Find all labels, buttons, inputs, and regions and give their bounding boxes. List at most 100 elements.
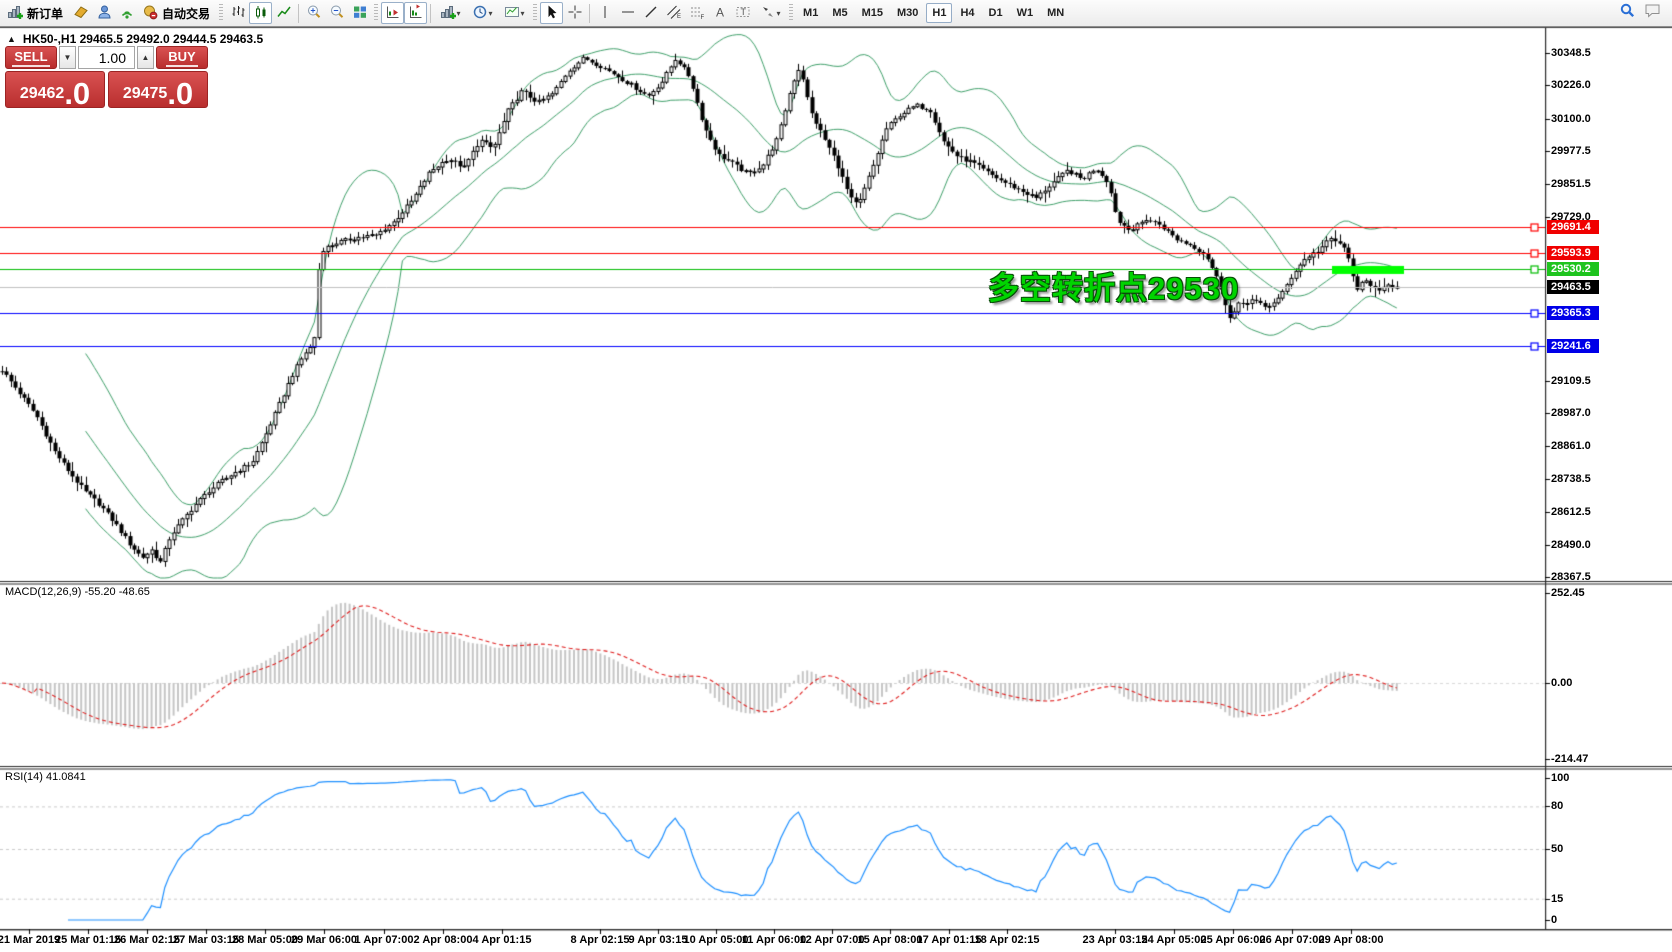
price-tick-label: 30226.0 — [1551, 79, 1591, 92]
sell-price-main: 29462 — [19, 85, 65, 102]
tf-m1-button[interactable]: M1 — [797, 3, 824, 23]
tf-m5-button[interactable]: M5 — [826, 3, 853, 23]
time-tick-label: 21 Mar 2019 — [0, 934, 61, 946]
tf-w1-button[interactable]: W1 — [1011, 3, 1040, 23]
buy-price-pips: .0 — [167, 75, 194, 111]
zoom-out-button[interactable] — [325, 2, 348, 24]
toolbar-grip — [533, 4, 538, 22]
channel-icon: E — [666, 4, 682, 23]
autotrade-label[interactable]: 自动交易 — [162, 6, 211, 21]
profiles-icon — [96, 4, 112, 23]
fibonacci-button[interactable]: F — [685, 2, 708, 24]
time-tick-label: 17 Apr 01:15 — [916, 934, 982, 946]
autotrade-button[interactable] — [138, 2, 161, 24]
sell-price-button[interactable]: 29462.0 — [5, 71, 105, 109]
cursor-icon — [544, 4, 560, 23]
price-tick-label: 28367.5 — [1551, 571, 1591, 583]
rsi-tick-label: 15 — [1551, 892, 1564, 905]
time-tick-label: 27 Mar 03:15 — [172, 934, 240, 946]
tf-m30-button[interactable]: M30 — [891, 3, 924, 23]
toolbar-grip — [219, 4, 224, 22]
vertical-line-icon — [597, 4, 613, 23]
price-tick-label: 29109.5 — [1551, 374, 1591, 387]
line-chart-icon — [276, 4, 292, 23]
macd-label: MACD(12,26,9) -55.20 -48.65 — [5, 586, 150, 598]
arrows-dropdown[interactable]: ▾ — [754, 2, 786, 24]
time-tick-label: 26 Apr 07:00 — [1259, 934, 1325, 946]
volume-increase-button[interactable]: ▲ — [137, 46, 154, 69]
new-chart-dropdown[interactable]: ▾ — [434, 2, 466, 24]
buy-button[interactable]: BUY — [156, 46, 208, 69]
collapse-panel-icon[interactable]: ▲ — [7, 34, 16, 44]
macd-tick-label: 252.45 — [1551, 587, 1585, 599]
line-chart-button[interactable] — [272, 2, 295, 24]
tf-m15-button[interactable]: M15 — [856, 3, 889, 23]
auto-scroll-button[interactable] — [381, 2, 405, 24]
tf-mn-button[interactable]: MN — [1041, 3, 1070, 23]
signals-button[interactable] — [115, 2, 138, 24]
time-tick-label: 9 Apr 03:15 — [628, 934, 688, 946]
price-tick-label: 28987.0 — [1551, 407, 1591, 420]
trendline-button[interactable] — [639, 2, 662, 24]
text-label-icon: T — [735, 4, 751, 23]
tf-d1-button[interactable]: D1 — [983, 3, 1009, 23]
candles-chart-icon — [253, 4, 269, 23]
vertical-line-button[interactable] — [593, 2, 616, 24]
symbol-ohlc-text: HK50-,H1 29465.5 29492.0 29444.5 29463.5 — [22, 32, 264, 46]
time-tick-label: 1 Apr 07:00 — [354, 934, 414, 946]
templates-icon — [504, 4, 520, 23]
fibonacci-icon: F — [689, 4, 705, 23]
new-order-label[interactable]: 新订单 — [27, 6, 64, 21]
svg-text:T: T — [740, 7, 746, 17]
tf-h4-button[interactable]: H4 — [954, 3, 980, 23]
chat-icon[interactable] — [1644, 2, 1662, 24]
price-tick-label: 28738.5 — [1551, 472, 1591, 485]
profiles-button[interactable] — [92, 2, 115, 24]
spin-down-icon: ▼ — [63, 53, 72, 62]
bars-chart-button[interactable] — [226, 2, 249, 24]
channel-button[interactable]: E — [662, 2, 685, 24]
new-order-button[interactable] — [3, 2, 26, 24]
macd-tick-label: 0.00 — [1551, 677, 1573, 689]
volume-input[interactable]: 1.00 — [78, 46, 135, 69]
chart-shift-icon — [408, 4, 424, 23]
new-order-icon — [7, 4, 23, 23]
crosshair-button[interactable] — [563, 2, 586, 24]
chart-shift-button[interactable] — [404, 2, 428, 24]
candles-chart-button[interactable] — [249, 2, 273, 24]
templates-dropdown[interactable]: ▾ — [498, 2, 530, 24]
zoom-in-button[interactable] — [302, 2, 325, 24]
volume-decrease-button[interactable]: ▼ — [59, 46, 76, 69]
market-button[interactable] — [69, 2, 92, 24]
one-click-trade-panel: SELL ▼ 1.00 ▲ BUY 29462.0 29475.0 — [5, 46, 208, 111]
time-tick-label: 12 Apr 07:00 — [799, 934, 865, 946]
tile-windows-button[interactable] — [348, 2, 371, 24]
text-button[interactable]: A — [708, 2, 731, 24]
spin-up-icon: ▲ — [141, 53, 150, 62]
horizontal-line-button[interactable] — [616, 2, 639, 24]
macd-tick-label: -214.47 — [1551, 753, 1589, 766]
search-icon[interactable] — [1619, 2, 1636, 24]
autotrade-icon — [142, 4, 158, 23]
cursor-button[interactable] — [540, 2, 564, 24]
periods-dropdown[interactable]: ▾ — [466, 2, 498, 24]
toolbar: 新订单 自动交易 ▾ ▾ ▾ — [0, 0, 1672, 27]
toolbar-grip — [789, 4, 794, 22]
time-tick-label: 8 Apr 02:15 — [570, 934, 630, 946]
buy-price-button[interactable]: 29475.0 — [108, 71, 208, 111]
rsi-label: RSI(14) 41.0841 — [5, 771, 86, 783]
trendline-icon — [643, 4, 659, 23]
toolbar-separator — [430, 3, 432, 23]
text-label-button[interactable]: T — [731, 2, 754, 24]
time-tick-label: 4 Apr 01:15 — [472, 934, 532, 946]
toolbar-separator — [298, 3, 300, 23]
level-price-badge: 29530.2 — [1547, 262, 1599, 277]
tf-h1-button[interactable]: H1 — [926, 3, 953, 23]
price-tick-label: 29851.5 — [1551, 178, 1591, 191]
arrows-icon — [760, 4, 776, 23]
chart-title: ▲ HK50-,H1 29465.5 29492.0 29444.5 29463… — [7, 32, 263, 46]
toolbar-grip — [374, 4, 379, 22]
sell-button[interactable]: SELL — [5, 46, 57, 69]
chevron-down-icon: ▾ — [456, 8, 461, 18]
